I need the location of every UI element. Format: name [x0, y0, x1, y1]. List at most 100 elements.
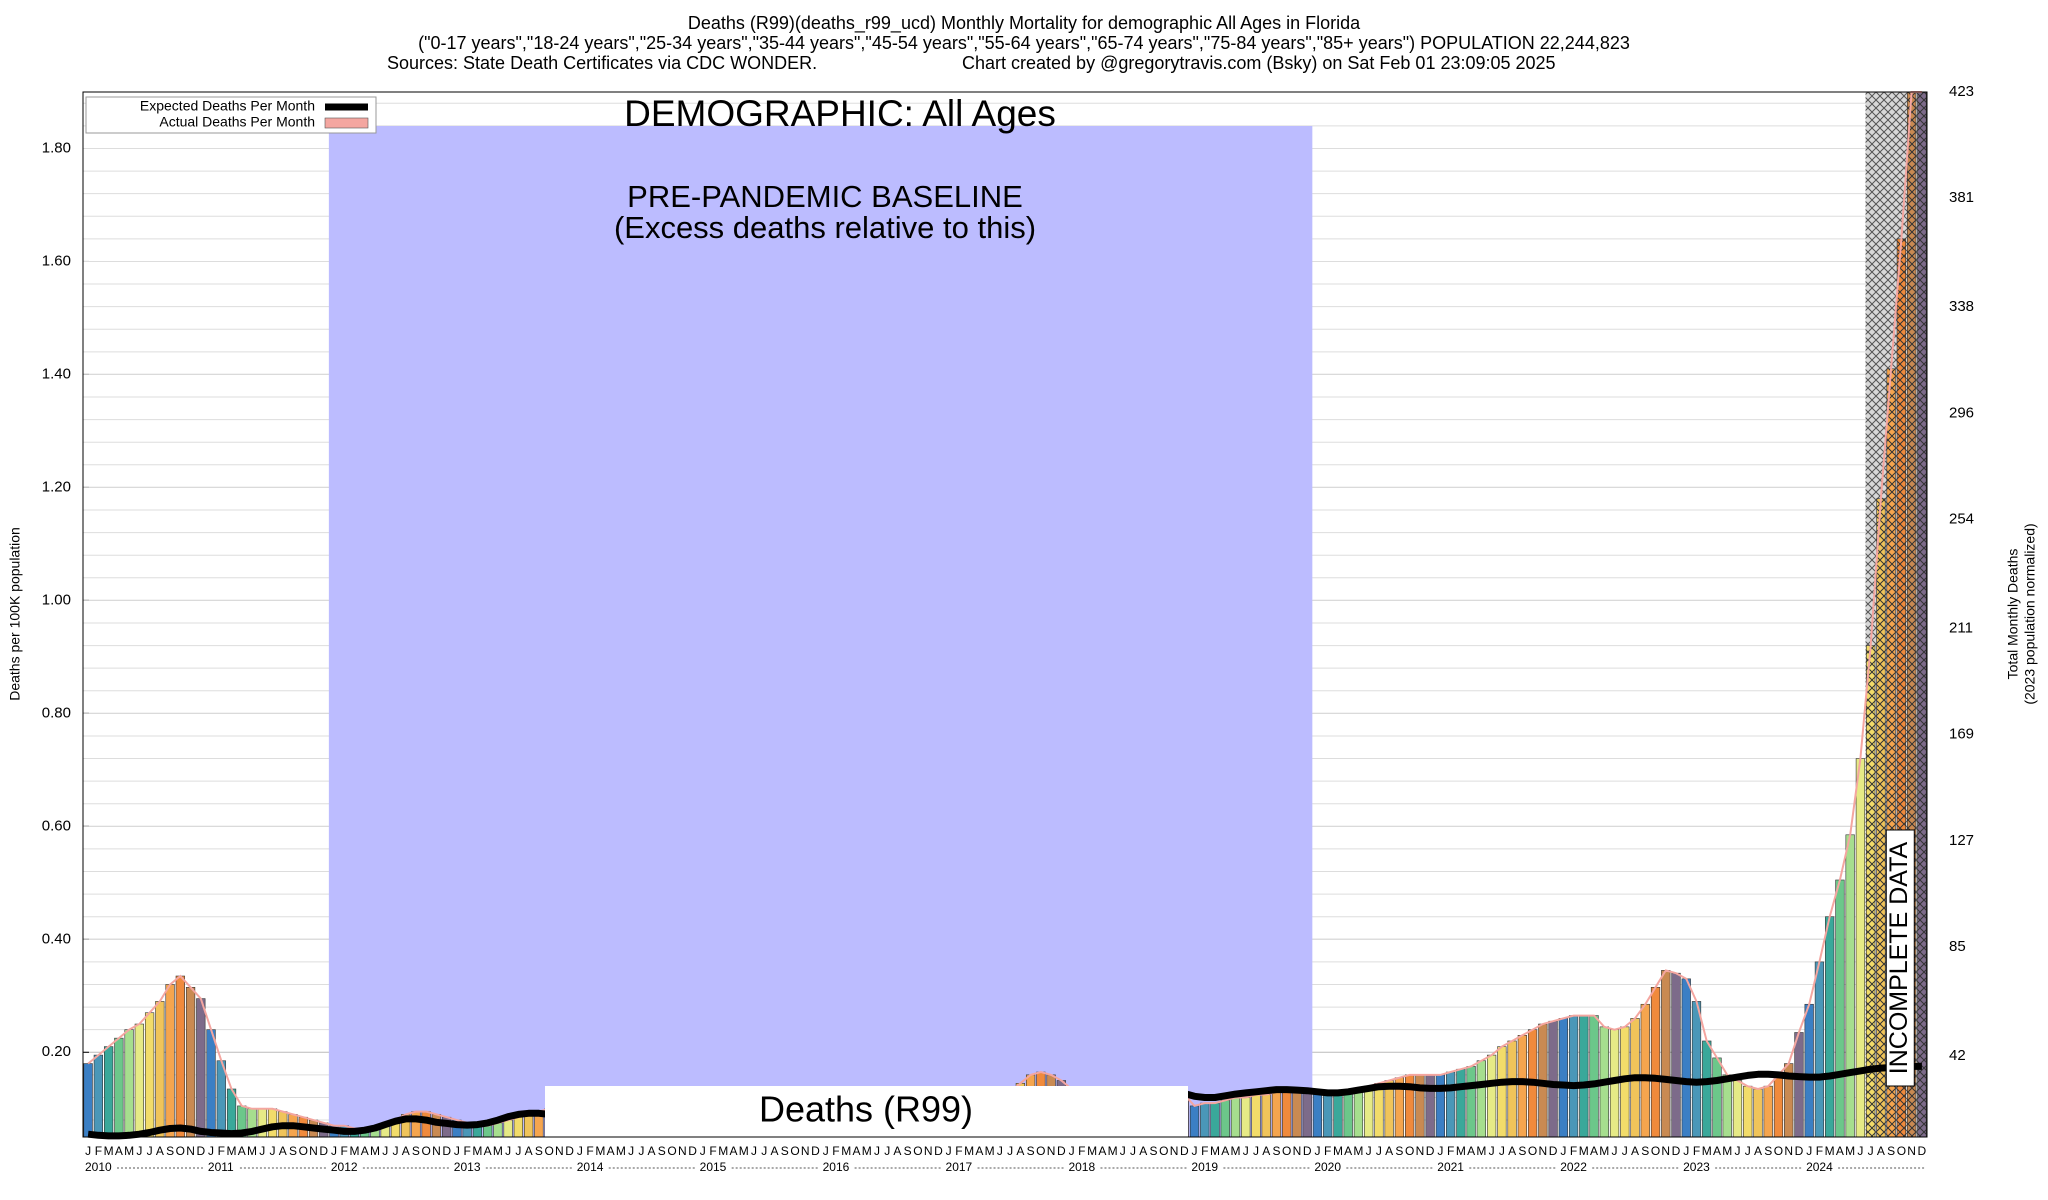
- bar: [1753, 1088, 1763, 1138]
- bar: [1446, 1071, 1456, 1138]
- year-label: 2020: [1314, 1160, 1341, 1174]
- x-tick-label: S: [1518, 1144, 1526, 1158]
- legend-label: Actual Deaths Per Month: [159, 114, 315, 130]
- x-tick-label: J: [874, 1144, 880, 1158]
- x-tick-label: N: [1416, 1144, 1425, 1158]
- year-label: 2017: [946, 1160, 973, 1174]
- y2-axis-title: Total Monthly Deaths: [2005, 549, 2021, 680]
- x-tick-label: A: [1631, 1144, 1639, 1158]
- x-tick-label: J: [1069, 1144, 1075, 1158]
- bar: [1650, 987, 1661, 1138]
- x-tick-label: N: [678, 1144, 687, 1158]
- x-tick-label: A: [1713, 1144, 1721, 1158]
- year-label: 2024: [1806, 1160, 1833, 1174]
- bar: [493, 1122, 503, 1138]
- bar: [1486, 1054, 1497, 1138]
- x-tick-label: F: [709, 1144, 716, 1158]
- bar: [1200, 1102, 1210, 1138]
- x-tick-label: J: [382, 1144, 388, 1158]
- x-tick-label: N: [1293, 1144, 1302, 1158]
- y2-tick-label: 127: [1949, 832, 1974, 849]
- x-tick-label: J: [136, 1144, 142, 1158]
- bar: [124, 1029, 134, 1138]
- x-tick-label: F: [1570, 1144, 1577, 1158]
- bar: [1548, 1020, 1558, 1138]
- bar: [1302, 1091, 1312, 1138]
- x-tick-label: J: [761, 1144, 767, 1158]
- bar: [1691, 1001, 1702, 1138]
- x-tick-label: M: [1456, 1144, 1466, 1158]
- incomplete-label: INCOMPLETE DATA: [1885, 841, 1913, 1074]
- x-tick-label: A: [1590, 1144, 1598, 1158]
- x-tick-label: S: [1641, 1144, 1649, 1158]
- x-tick-label: J: [1366, 1144, 1372, 1158]
- x-tick-label: J: [1130, 1144, 1136, 1158]
- x-tick-label: A: [893, 1144, 901, 1158]
- x-tick-label: J: [1489, 1144, 1495, 1158]
- x-tick-label: D: [196, 1144, 205, 1158]
- box-label: Deaths (R99): [759, 1089, 973, 1130]
- x-tick-label: M: [227, 1144, 237, 1158]
- x-tick-label: D: [1795, 1144, 1804, 1158]
- y-tick-label: 1.20: [42, 478, 71, 495]
- bar: [1845, 834, 1855, 1138]
- x-tick-label: D: [565, 1144, 574, 1158]
- bar: [1661, 970, 1671, 1138]
- x-tick-label: J: [751, 1144, 757, 1158]
- x-tick-label: D: [1549, 1144, 1558, 1158]
- x-tick-label: A: [1754, 1144, 1762, 1158]
- x-tick-label: D: [1057, 1144, 1066, 1158]
- x-tick-label: S: [1272, 1144, 1280, 1158]
- x-tick-label: M: [595, 1144, 605, 1158]
- bar: [1814, 961, 1825, 1138]
- x-tick-label: M: [104, 1144, 114, 1158]
- x-tick-label: J: [1192, 1144, 1198, 1158]
- x-tick-label: M: [349, 1144, 359, 1158]
- y-tick-label: 1.00: [42, 591, 71, 608]
- x-tick-label: S: [658, 1144, 666, 1158]
- bar: [1579, 1015, 1589, 1138]
- y-tick-label: 1.40: [42, 365, 71, 382]
- x-tick-label: D: [934, 1144, 943, 1158]
- x-tick-label: M: [1599, 1144, 1609, 1158]
- bar-hatch: [1866, 645, 1875, 1137]
- x-tick-label: J: [1745, 1144, 1751, 1158]
- bar: [411, 1111, 421, 1138]
- x-tick-label: D: [319, 1144, 328, 1158]
- x-tick-label: M: [124, 1144, 134, 1158]
- legend-label: Expected Deaths Per Month: [140, 98, 315, 114]
- y-tick-label: 1.80: [42, 139, 71, 156]
- x-tick-label: S: [1887, 1144, 1895, 1158]
- x-tick-label: M: [1333, 1144, 1343, 1158]
- x-tick-label: J: [1437, 1144, 1443, 1158]
- chart-title: Deaths (R99)(deaths_r99_ucd) Monthly Mor…: [688, 13, 1361, 34]
- x-tick-label: M: [1825, 1144, 1835, 1158]
- year-label: 2019: [1191, 1160, 1218, 1174]
- bar: [1835, 879, 1845, 1138]
- bar-hatch: [1886, 368, 1896, 1137]
- x-tick-label: N: [1538, 1144, 1547, 1158]
- bar: [1466, 1066, 1476, 1138]
- x-tick-label: J: [1868, 1144, 1874, 1158]
- x-tick-label: J: [259, 1144, 265, 1158]
- x-tick-label: O: [790, 1144, 799, 1158]
- baseline-label: PRE-PANDEMIC BASELINE: [627, 179, 1023, 214]
- bar: [1353, 1088, 1364, 1138]
- bar: [1497, 1046, 1507, 1138]
- bar: [93, 1054, 103, 1138]
- x-tick-label: O: [176, 1144, 185, 1158]
- x-tick-label: A: [1508, 1144, 1516, 1158]
- bar: [483, 1125, 493, 1138]
- y2-tick-label: 423: [1949, 83, 1974, 100]
- bar: [83, 1063, 93, 1138]
- x-tick-label: M: [718, 1144, 728, 1158]
- x-tick-label: M: [1231, 1144, 1241, 1158]
- bar: [267, 1108, 278, 1138]
- x-tick-label: M: [985, 1144, 995, 1158]
- x-tick-label: F: [218, 1144, 225, 1158]
- x-tick-label: A: [975, 1144, 983, 1158]
- bar: [1282, 1091, 1292, 1138]
- x-tick-label: N: [924, 1144, 933, 1158]
